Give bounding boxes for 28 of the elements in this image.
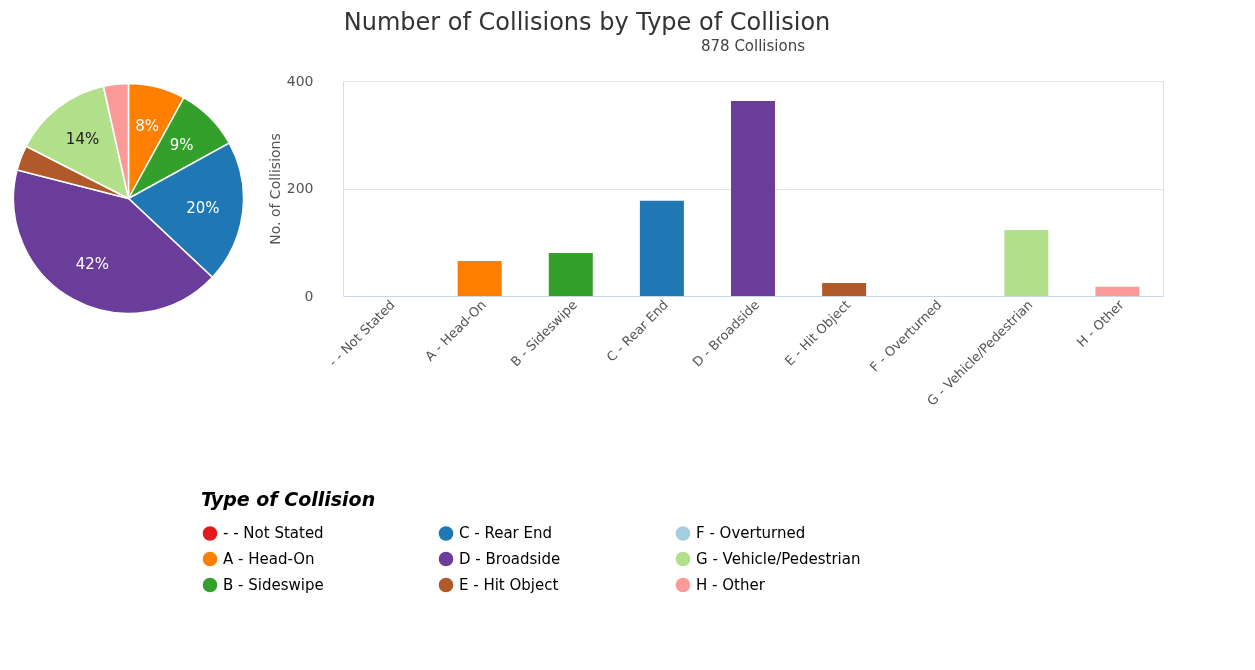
data-label: 14%	[65, 130, 100, 149]
y-tick-label: 200	[286, 180, 314, 196]
chart-title: Number of Collisions by Type of Collision	[343, 7, 831, 36]
legend-label: H - Other	[696, 576, 766, 594]
data-label: 8%	[135, 116, 160, 135]
bar	[1004, 229, 1049, 296]
y-tick-label: 0	[304, 287, 314, 304]
legend-title: Type of Collision	[201, 488, 376, 510]
legend-label: E - Hit Object	[459, 576, 559, 594]
bar	[457, 261, 502, 296]
legend-label: D - Broadside	[459, 550, 561, 568]
bar	[1095, 286, 1140, 296]
legend-label: F - Overturned	[696, 524, 806, 543]
legend-label: - - Not Stated	[223, 524, 324, 543]
legend-label: G - Vehicle/Pedestrian	[696, 550, 861, 568]
data-label: 9%	[169, 136, 194, 155]
y-tick-label: 400	[286, 72, 314, 89]
data-label: 42%	[75, 255, 110, 274]
legend-label: A - Head-On	[223, 550, 315, 568]
legend-label: C - Rear End	[459, 524, 553, 543]
bar	[731, 100, 775, 296]
bar	[548, 253, 593, 296]
bar	[822, 283, 867, 296]
data-label: 20%	[186, 198, 220, 217]
chart-subtitle: 878 Collisions	[700, 37, 806, 55]
y-axis-title: No. of Collisions	[266, 133, 283, 245]
legend-label: B - Sideswipe	[223, 576, 324, 594]
bar	[639, 200, 684, 296]
